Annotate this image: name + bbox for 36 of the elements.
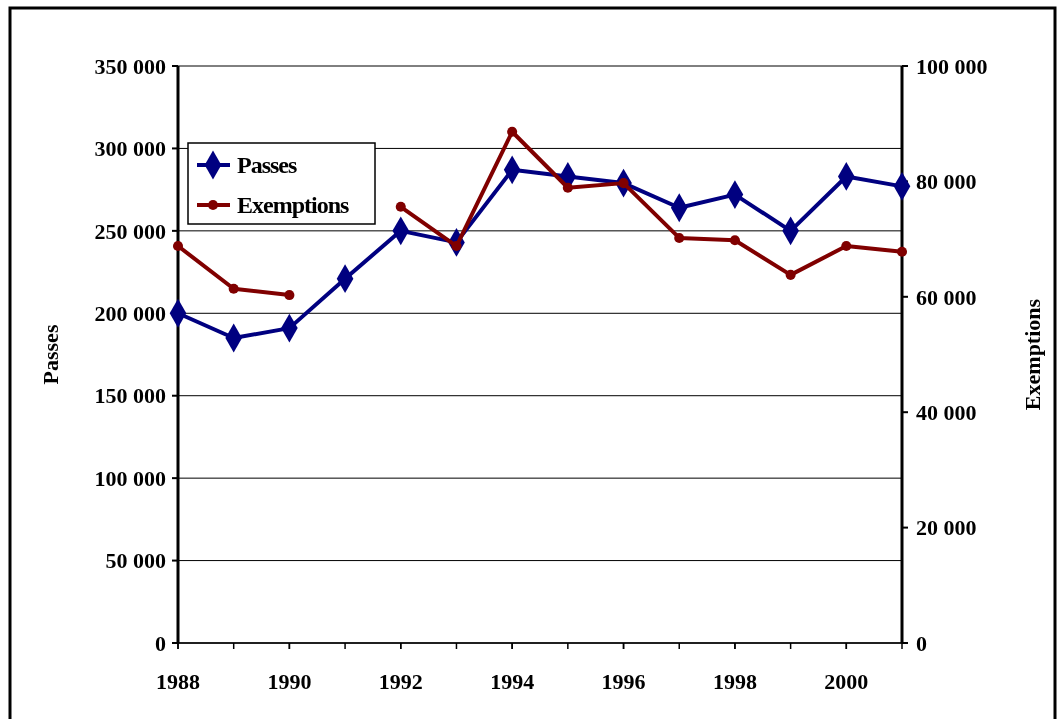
x-tick-label: 2000 — [824, 669, 869, 694]
point — [896, 246, 908, 257]
y2-tick-label: 20 000 — [916, 515, 977, 541]
legend-label: Passes — [237, 152, 297, 179]
x-tick-label: 1992 — [378, 669, 423, 694]
point — [395, 201, 406, 212]
y-tick-label: 250 000 — [94, 218, 166, 244]
y-tick-label: 200 000 — [94, 300, 166, 326]
point — [785, 269, 796, 280]
x-tick-label: 1990 — [267, 669, 312, 694]
y-tick-label: 50 000 — [105, 548, 166, 574]
y-tick-label: 350 000 — [94, 53, 166, 79]
y2-tick-label: 100 000 — [916, 53, 988, 79]
point — [172, 240, 184, 252]
point — [228, 283, 239, 294]
point — [729, 235, 740, 246]
legend-label: Exemptions — [237, 192, 350, 219]
y-axis-title: Passes — [38, 324, 63, 385]
y-tick-label: 150 000 — [94, 383, 166, 409]
x-tick-label: 1998 — [712, 669, 757, 694]
y2-tick-label: 40 000 — [916, 399, 977, 425]
point — [562, 182, 573, 193]
y2-axis-title: Exemptions — [1020, 298, 1045, 411]
point — [674, 232, 685, 243]
x-tick-label: 1996 — [601, 669, 646, 694]
point — [507, 126, 518, 137]
point — [284, 290, 295, 301]
y-tick-label: 0 — [155, 630, 166, 656]
y2-tick-label: 60 000 — [916, 284, 977, 310]
x-tick-label: 1994 — [490, 669, 535, 694]
y2-tick-label: 0 — [916, 630, 927, 656]
y-tick-label: 300 000 — [94, 136, 166, 162]
x-tick-label: 1988 — [156, 669, 200, 694]
y2-tick-label: 80 000 — [916, 169, 977, 195]
point — [841, 240, 852, 252]
y-tick-label: 100 000 — [94, 465, 166, 491]
